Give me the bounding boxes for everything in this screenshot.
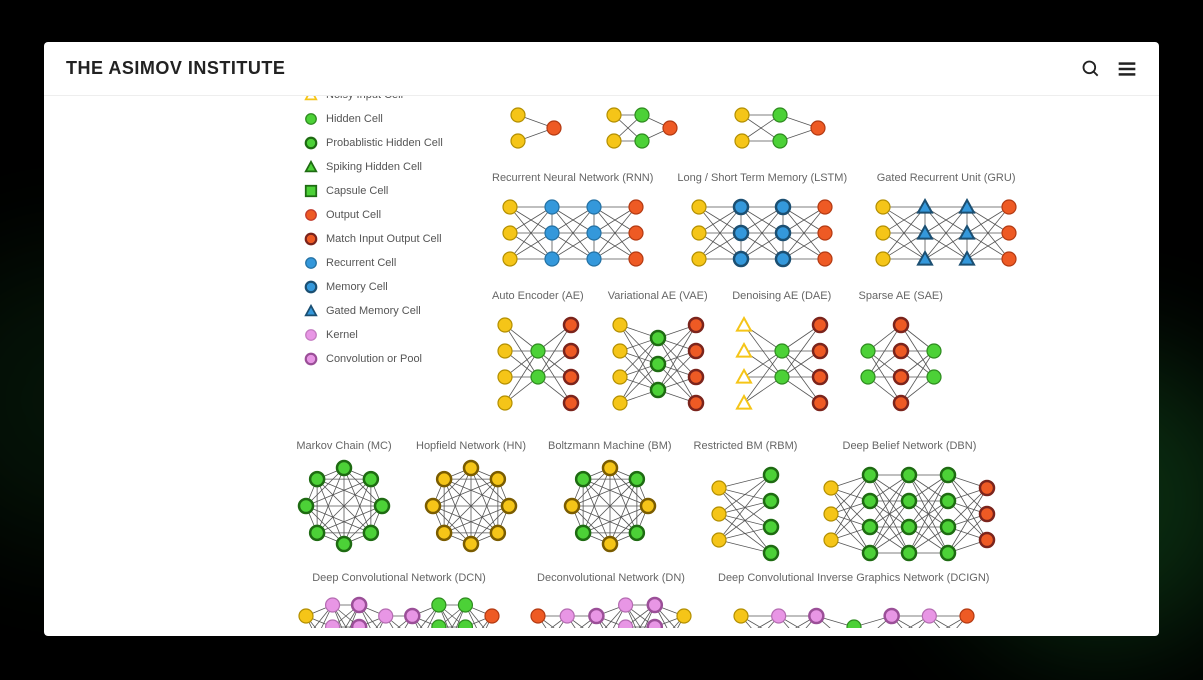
- network-title: Boltzmann Machine (BM): [548, 440, 672, 452]
- site-title[interactable]: THE ASIMOV INSTITUTE: [66, 58, 285, 79]
- legend-label: Match Input Output Cell: [326, 233, 442, 245]
- legend-label: Memory Cell: [326, 281, 388, 293]
- network-title: Deep Belief Network (DBN): [843, 440, 977, 452]
- content-area: Noisy Input Cell Hidden Cell Probablistic …: [44, 96, 1159, 628]
- network-diagram: Perceptron (P): [500, 96, 572, 160]
- legend-item: Output Cell: [304, 208, 443, 222]
- legend-item: Kernel: [304, 328, 443, 342]
- legend-item: Recurrent Cell: [304, 256, 443, 270]
- network-diagram: Radial Basis Network (RBF): [712, 96, 849, 160]
- legend-item: Spiking Hidden Cell: [304, 160, 443, 174]
- network-diagram: Hopfield Network (HN): [416, 440, 526, 572]
- network-diagram: Restricted BM (RBM): [694, 440, 798, 572]
- legend-item: Gated Memory Cell: [304, 304, 443, 318]
- legend-label: Gated Memory Cell: [326, 305, 421, 317]
- legend-item: Memory Cell: [304, 280, 443, 294]
- network-title: Hopfield Network (HN): [416, 440, 526, 452]
- legend-label: Capsule Cell: [326, 185, 388, 197]
- legend-label: Kernel: [326, 329, 358, 341]
- network-title: Deep Convolutional Network (DCN): [312, 572, 486, 584]
- network-diagram: Long / Short Term Memory (LSTM): [677, 172, 847, 278]
- network-diagram: Sparse AE (SAE): [856, 290, 946, 422]
- network-diagram: Recurrent Neural Network (RNN): [492, 172, 653, 278]
- network-title: Deep Convolutional Inverse Graphics Netw…: [718, 572, 989, 584]
- networks-grid: Perceptron (P) Feed Forward (FF) Radial Ba…: [492, 96, 1139, 434]
- legend-label: Spiking Hidden Cell: [326, 161, 422, 173]
- search-icon[interactable]: [1081, 59, 1101, 79]
- network-diagram: Denoising AE (DAE): [732, 290, 832, 422]
- legend-label: Noisy Input Cell: [326, 96, 403, 101]
- legend-label: Hidden Cell: [326, 113, 383, 125]
- network-diagram: Feed Forward (FF): [596, 96, 688, 160]
- network-diagram: Gated Recurrent Unit (GRU): [871, 172, 1021, 278]
- legend-label: Convolution or Pool: [326, 353, 422, 365]
- network-title: Auto Encoder (AE): [492, 290, 584, 302]
- network-title: Restricted BM (RBM): [694, 440, 798, 452]
- network-title: Gated Recurrent Unit (GRU): [877, 172, 1016, 184]
- network-diagram: Markov Chain (MC): [294, 440, 394, 572]
- network-diagram: Boltzmann Machine (BM): [548, 440, 672, 572]
- legend-label: Probablistic Hidden Cell: [326, 137, 443, 149]
- network-title: Denoising AE (DAE): [732, 290, 831, 302]
- network-diagram: Variational AE (VAE): [608, 290, 708, 422]
- legend-item: Match Input Output Cell: [304, 232, 443, 246]
- network-title: Variational AE (VAE): [608, 290, 708, 302]
- network-title: Long / Short Term Memory (LSTM): [677, 172, 847, 184]
- network-diagram: Deconvolutional Network (DN): [526, 572, 696, 628]
- page-frame: THE ASIMOV INSTITUTE Noisy Input Cell Hid…: [44, 42, 1159, 636]
- legend-item: Noisy Input Cell: [304, 96, 443, 102]
- network-diagram: Auto Encoder (AE): [492, 290, 584, 422]
- network-diagram: Deep Convolutional Inverse Graphics Netw…: [718, 572, 989, 628]
- legend: Noisy Input Cell Hidden Cell Probablistic …: [304, 96, 443, 366]
- legend-item: Probablistic Hidden Cell: [304, 136, 443, 150]
- legend-label: Recurrent Cell: [326, 257, 396, 269]
- site-header: THE ASIMOV INSTITUTE: [44, 42, 1159, 96]
- network-title: Deconvolutional Network (DN): [537, 572, 685, 584]
- network-title: Recurrent Neural Network (RNN): [492, 172, 653, 184]
- network-diagram: Deep Convolutional Network (DCN): [294, 572, 504, 628]
- legend-label: Output Cell: [326, 209, 381, 221]
- legend-item: Capsule Cell: [304, 184, 443, 198]
- legend-item: Hidden Cell: [304, 112, 443, 126]
- network-title: Sparse AE (SAE): [859, 290, 943, 302]
- network-title: Markov Chain (MC): [296, 440, 391, 452]
- legend-item: Convolution or Pool: [304, 352, 443, 366]
- network-diagram: Deep Belief Network (DBN): [819, 440, 999, 572]
- menu-icon[interactable]: [1117, 59, 1137, 79]
